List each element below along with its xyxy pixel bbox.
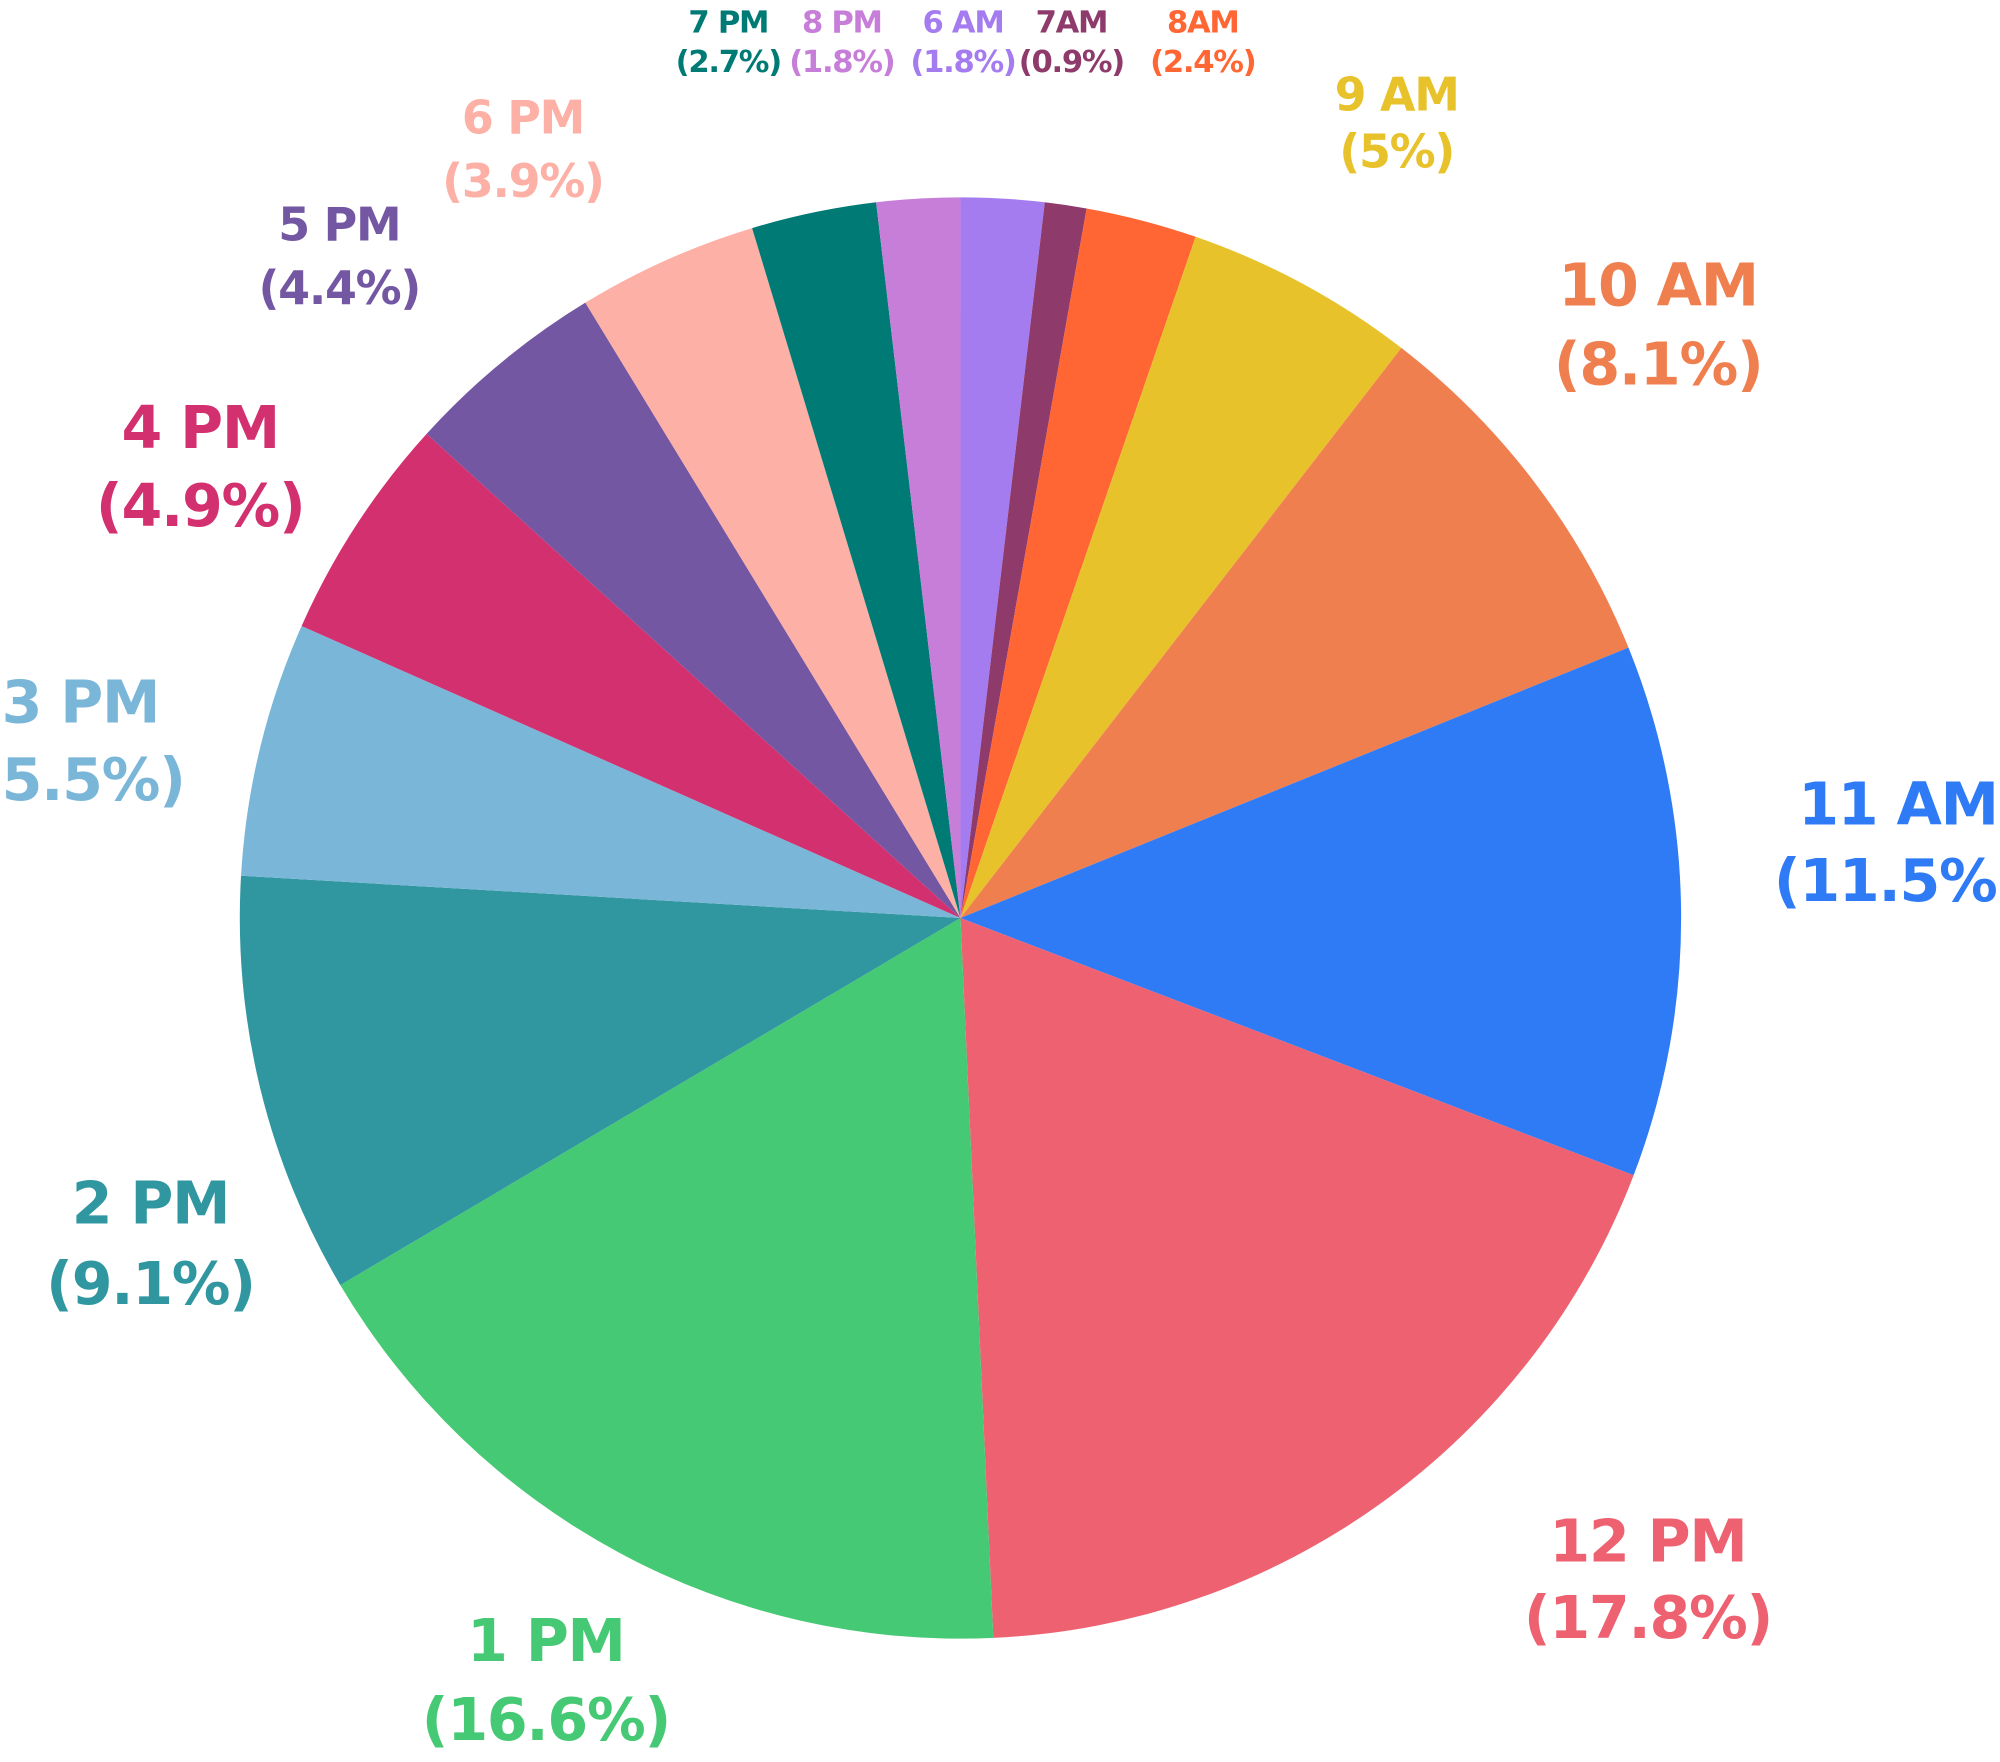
pie-slice: [960, 208, 1196, 918]
slice-label: 1 PM: [467, 1607, 625, 1675]
slice-value-label: (9.1%): [46, 1250, 255, 1318]
pie-slice: [876, 197, 961, 918]
slice-label: 8AM: [1167, 5, 1239, 40]
pie-slice: [301, 433, 961, 918]
pie-slice: [960, 236, 1402, 918]
slice-value-label: (8.1%): [1554, 330, 1763, 398]
slice-value-label: (1.8%): [910, 45, 1015, 80]
slice-label: 6 PM: [462, 90, 584, 144]
slice-label: 7 PM: [688, 5, 768, 40]
pie-slice: [960, 202, 1087, 918]
pie-slice: [960, 197, 1045, 918]
slice-label: 12 PM: [1549, 1508, 1746, 1576]
slice-label: 5 PM: [278, 197, 400, 251]
pie-slice: [426, 302, 961, 918]
slice-value-label: (4.9%): [96, 472, 305, 540]
pie-slice: [239, 875, 961, 1286]
slice-value-label: (3.9%): [442, 154, 604, 208]
slice-value-label: (0.9%): [1019, 45, 1124, 80]
slice-label: 7AM: [1036, 5, 1108, 40]
slice-value-label: (1.8%): [789, 45, 894, 80]
pie-slice: [585, 228, 961, 918]
slice-value-label: (4.4%): [258, 261, 420, 315]
slice-value-label: (2.7%): [676, 45, 781, 80]
slice-value-label: (11.5%): [1774, 847, 2000, 915]
slice-value-label: (2.4%): [1150, 45, 1255, 80]
slice-label: 2 PM: [72, 1170, 229, 1238]
slice-label: 9 AM: [1335, 67, 1459, 121]
pie-slice: [960, 647, 1682, 1176]
slice-value-label: (16.6%): [422, 1686, 670, 1754]
slice-label: 10 AM: [1558, 251, 1757, 319]
slice-label: 11 AM: [1798, 770, 1997, 838]
slice-label: 3 PM: [2, 668, 160, 736]
slice-label: 6 AM: [923, 5, 1004, 40]
pie-slice: [752, 202, 961, 918]
slice-label: 8 PM: [802, 5, 882, 40]
pie-slice: [241, 626, 961, 918]
slice-label: 4 PM: [122, 394, 280, 462]
slice-value-label: (5%): [1339, 125, 1454, 179]
slice-value-label: (5.5%): [0, 746, 185, 814]
pie-slice: [960, 347, 1629, 918]
pie-slice: [960, 917, 1634, 1638]
slice-value-label: (17.8%): [1524, 1584, 1772, 1652]
pie-slice: [340, 917, 994, 1639]
